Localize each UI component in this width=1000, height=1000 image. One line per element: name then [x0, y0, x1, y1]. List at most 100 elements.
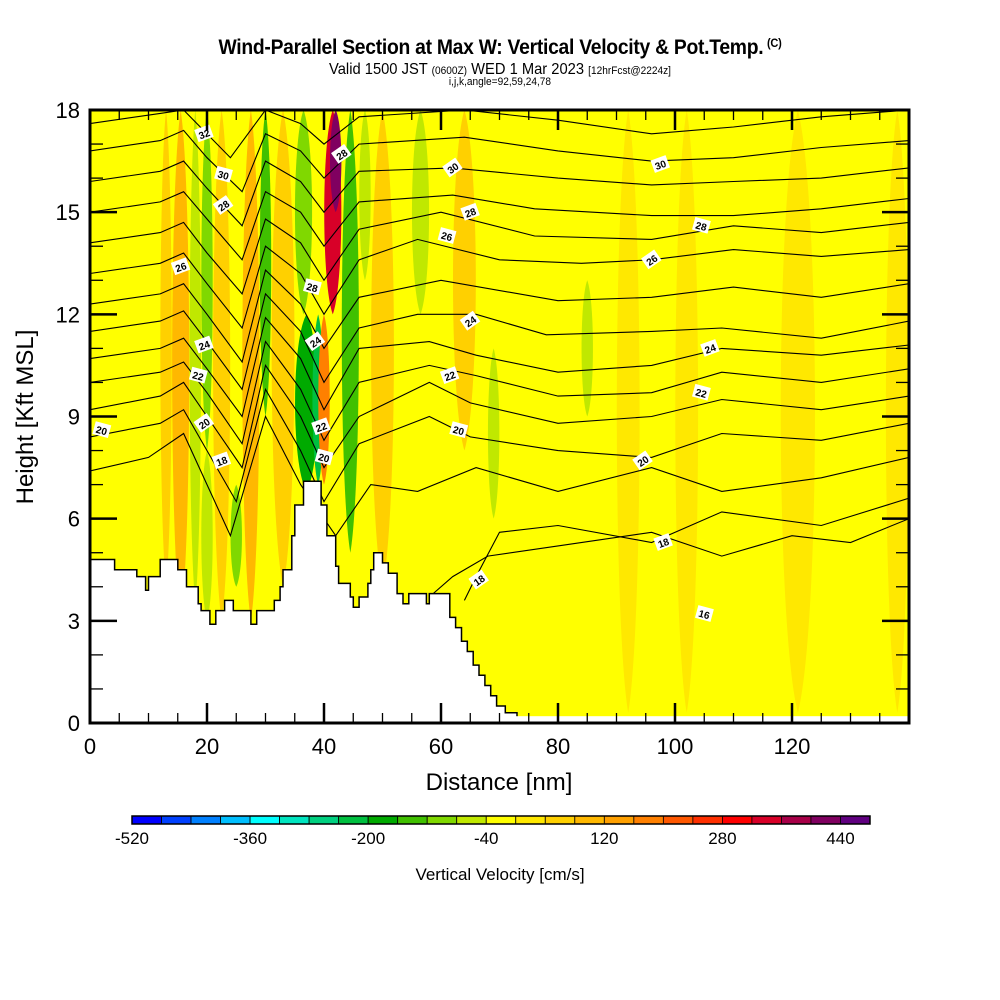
contour-label: 26	[641, 249, 662, 270]
contour-label: 22	[311, 417, 331, 436]
theta-contour-16	[428, 518, 909, 598]
contour-label: 18	[653, 533, 673, 551]
theta-contour-23	[90, 316, 909, 418]
contour-label: 20	[314, 448, 334, 466]
contour-label-text: 20	[451, 425, 465, 439]
contour-label-text: 28	[464, 206, 479, 220]
contour-label-bg	[303, 278, 322, 295]
axes: 0 20 40 60 80 100 120 0 3 6 9 12 15 18	[56, 98, 911, 759]
velocity-band	[271, 110, 295, 587]
contour-label-bg	[194, 124, 214, 143]
y-axis-title: Height [Kft MSL]	[12, 330, 39, 505]
contour-label: 30	[214, 165, 233, 183]
colorbar-tick-label: -520	[115, 829, 149, 848]
colorbar-swatch	[367, 815, 399, 825]
x-tick-label: 0	[84, 734, 96, 759]
velocity-band	[371, 110, 394, 587]
contour-label: 26	[437, 227, 457, 244]
colorbar-swatch	[515, 815, 546, 825]
colorbar-swatch	[190, 815, 221, 825]
theta-contour-31	[90, 110, 909, 159]
contour-label: 20	[632, 450, 653, 471]
contour-label: 24	[700, 339, 720, 357]
velocity-band	[885, 110, 909, 713]
contour-label-bg	[214, 165, 233, 183]
colorbar-swatch	[308, 815, 340, 825]
theta-contour-21	[90, 364, 909, 469]
contour-label-text: 30	[654, 159, 669, 173]
contour-label: 32	[194, 124, 214, 143]
contour-label-text: 24	[704, 343, 719, 357]
contour-label: 22	[188, 366, 208, 384]
velocity-band	[172, 110, 190, 621]
contour-label-bg	[700, 339, 720, 357]
colorbar-tick-label: -360	[233, 829, 267, 848]
contour-label-bg	[650, 155, 670, 173]
theta-contour-26	[90, 238, 909, 330]
colorbar-swatch	[131, 815, 162, 825]
chart-title-text: Wind-Parallel Section at Max W: Vertical…	[218, 36, 764, 59]
velocity-band	[213, 110, 231, 621]
theta-contour-29	[90, 160, 909, 227]
contour-label: 30	[442, 157, 463, 178]
contour-label: 28	[460, 202, 480, 221]
contour-label-text: 18	[657, 537, 672, 551]
colorbar-swatch	[338, 815, 369, 825]
terrain	[90, 480, 518, 723]
x-tick-label: 60	[429, 734, 453, 759]
velocity-band	[242, 110, 260, 621]
velocity-band	[675, 110, 699, 713]
contour-label-bg	[437, 227, 457, 244]
contour-label-bg	[641, 249, 662, 270]
contour-label-bg	[468, 569, 489, 590]
contour-label: 22	[439, 366, 460, 384]
velocity-band	[359, 110, 371, 281]
colorbar-swatch	[781, 815, 812, 825]
contour-label-text: 28	[694, 220, 708, 234]
velocity-band	[329, 110, 342, 213]
valid-time-utc: (0600Z)	[431, 65, 468, 77]
contour-label: 18	[211, 451, 232, 469]
velocity-band	[259, 110, 272, 417]
x-tick-label: 120	[774, 734, 811, 759]
velocity-band	[452, 110, 476, 451]
contour-label-bg	[439, 366, 460, 384]
forecast-info: [12hrFcst@2224z]	[588, 65, 671, 77]
contour-label-bg	[193, 412, 215, 433]
colorbar-swatch	[456, 815, 487, 825]
contour-label-bg	[449, 421, 469, 438]
theta-contour-20	[90, 387, 909, 504]
contour-label-text: 30	[216, 169, 230, 183]
contour-label-text: 22	[694, 387, 708, 401]
contour-label-bg	[692, 383, 711, 401]
contour-label: 16	[695, 605, 714, 622]
colorbar-swatch	[840, 815, 871, 825]
colorbar-title: Vertical Velocity [cm/s]	[415, 865, 584, 884]
contour-label-text: 18	[215, 455, 230, 469]
valid-time-local: Valid 1500 JST	[329, 61, 428, 78]
contour-label-bg	[632, 450, 653, 471]
contour-label: 28	[692, 216, 711, 234]
contour-label-text: 22	[315, 421, 330, 435]
contour-label: 28	[303, 278, 322, 295]
theta-contour-19	[90, 415, 909, 538]
velocity-band	[294, 110, 313, 315]
contour-label-bg	[459, 310, 481, 331]
contour-label-bg	[311, 417, 331, 436]
chart-subtitle: Valid 1500 JST (0600Z) WED 1 Mar 2023 [1…	[40, 61, 960, 79]
plot-area: 32 30 28 26 28 28 24 22 20 18 20 24 22 20 30 28 26 24 22 20…	[90, 110, 909, 723]
y-tick-label: 3	[68, 609, 80, 634]
x-tick-label: 40	[312, 734, 336, 759]
velocity-field	[160, 110, 909, 713]
colorbar-swatch	[633, 815, 664, 825]
x-tick-label: 20	[195, 734, 219, 759]
velocity-band	[318, 314, 330, 485]
contour-label-text: 22	[191, 370, 205, 384]
colorbar-swatch	[692, 815, 723, 825]
contour-label: 18	[468, 569, 489, 590]
contour-label-text: 20	[317, 452, 331, 466]
y-tick-label: 15	[56, 200, 80, 225]
velocity-band	[230, 484, 242, 587]
grid-indices: i,j,k,angle=92,59,24,78	[448, 76, 552, 88]
colorbar-swatch	[603, 815, 635, 825]
